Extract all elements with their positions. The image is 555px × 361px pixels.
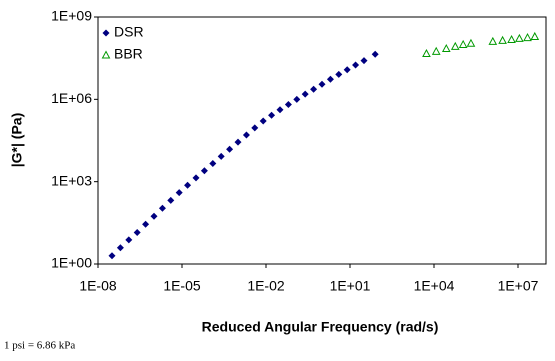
point [450,41,460,50]
x-tick-label: 1E+04 [414,278,455,294]
x-tick-label: 1E-08 [79,278,117,294]
x-tick-label: 1E-02 [247,278,285,294]
point [167,196,175,204]
point [217,152,225,160]
plot-frame [97,16,547,265]
point [441,44,451,53]
point [251,124,259,132]
point [200,167,208,175]
x-tick-label: 1E+01 [330,278,371,294]
point [259,117,267,125]
point [458,39,468,48]
point [226,145,234,153]
point [310,85,318,93]
point [301,90,309,98]
x-axis-title: Reduced Angular Frequency (rad/s) [202,319,439,335]
point [125,236,133,244]
point [184,181,192,189]
point [209,160,217,168]
point [192,174,200,182]
footnote: 1 psi = 6.86 kPa [4,340,75,352]
point [498,35,507,44]
legend-label: BBR [114,46,143,62]
point [234,138,242,146]
point [422,48,431,57]
y-tick-label: 1E+03 [51,172,92,188]
point [284,101,292,109]
point [158,204,166,212]
point [530,31,540,40]
point [293,95,301,103]
point [488,36,498,45]
x-tick-label: 1E+07 [498,278,539,294]
point [352,61,360,69]
point [150,212,158,220]
point [371,50,379,58]
point [242,131,250,139]
point [133,229,141,237]
point [108,252,116,260]
point [326,75,334,83]
point [431,46,441,55]
point [515,33,524,42]
x-tick-label: 1E-05 [163,278,201,294]
point [268,111,276,119]
point [175,189,183,197]
legend-label: DSR [114,24,144,40]
point [466,38,476,47]
y-tick-label: 1E+00 [51,255,92,271]
y-axis-title: |G*| (Pa) [9,113,25,168]
point [116,244,124,252]
point [276,106,284,114]
point [360,57,368,65]
legend-marker [101,50,111,59]
point [507,34,516,44]
point [343,66,351,74]
point [523,33,532,42]
y-tick-label: 1E+06 [51,90,92,106]
legend-marker [102,29,110,37]
point [142,220,150,228]
y-tick-label: 1E+09 [51,8,92,24]
point [335,70,343,78]
point [318,80,326,88]
